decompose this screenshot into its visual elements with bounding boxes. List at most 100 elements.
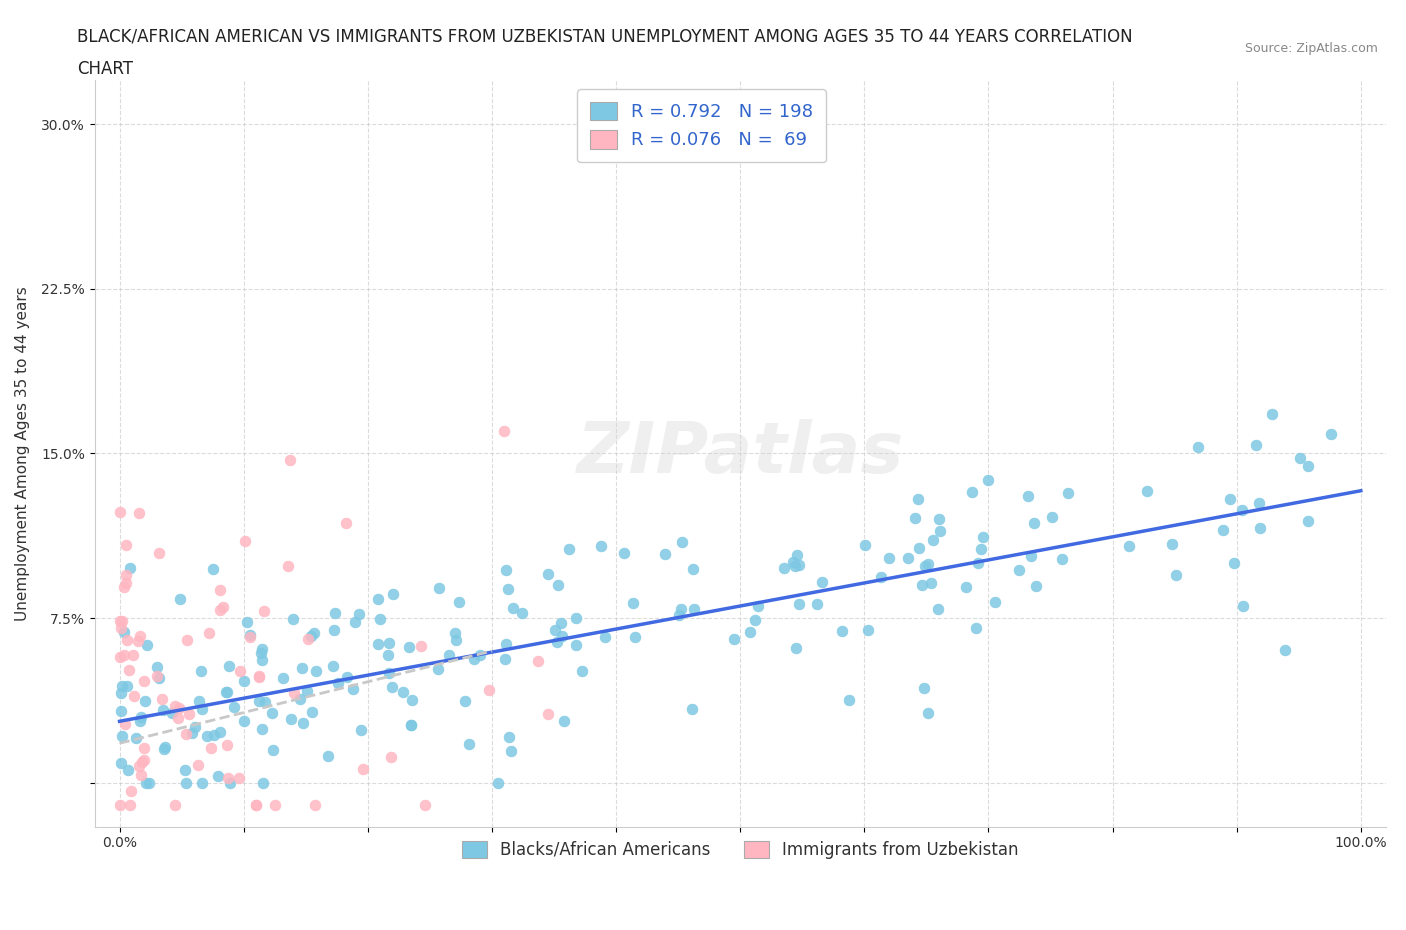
Point	[494, 652, 516, 667]
Point	[128, 506, 150, 521]
Point	[146, 669, 169, 684]
Point	[350, 723, 373, 737]
Point	[108, 505, 131, 520]
Point	[391, 684, 413, 699]
Point	[671, 534, 693, 549]
Point	[624, 629, 647, 644]
Point	[967, 555, 990, 570]
Point	[281, 611, 304, 626]
Point	[297, 684, 319, 698]
Point	[153, 740, 176, 755]
Point	[325, 605, 347, 620]
Point	[263, 797, 285, 812]
Point	[401, 693, 423, 708]
Point	[148, 546, 170, 561]
Point	[247, 669, 270, 684]
Point	[671, 602, 693, 617]
Point	[245, 797, 267, 812]
Point	[112, 647, 135, 662]
Point	[128, 759, 150, 774]
Point	[304, 626, 326, 641]
Y-axis label: Unemployment Among Ages 35 to 44 years: Unemployment Among Ages 35 to 44 years	[15, 286, 30, 621]
Point	[215, 737, 238, 752]
Point	[879, 551, 901, 565]
Legend: Blacks/African Americans, Immigrants from Uzbekistan: Blacks/African Americans, Immigrants fro…	[450, 830, 1031, 870]
Point	[928, 524, 950, 538]
Point	[1187, 439, 1209, 454]
Point	[299, 629, 322, 644]
Point	[806, 596, 828, 611]
Point	[1232, 599, 1254, 614]
Point	[1164, 568, 1187, 583]
Point	[744, 613, 766, 628]
Point	[1219, 492, 1241, 507]
Point	[382, 587, 405, 602]
Point	[174, 776, 197, 790]
Point	[245, 797, 267, 812]
Point	[613, 546, 636, 561]
Point	[191, 701, 214, 716]
Point	[378, 636, 401, 651]
Point	[922, 532, 945, 547]
Point	[323, 623, 346, 638]
Point	[547, 578, 569, 592]
Point	[121, 647, 143, 662]
Point	[897, 550, 920, 565]
Point	[108, 649, 131, 664]
Point	[772, 561, 794, 576]
Point	[853, 538, 876, 552]
Point	[305, 663, 328, 678]
Point	[912, 681, 935, 696]
Point	[136, 637, 159, 652]
Point	[621, 596, 644, 611]
Point	[593, 630, 616, 644]
Point	[277, 559, 299, 574]
Point	[110, 678, 132, 693]
Point	[920, 576, 942, 591]
Point	[187, 694, 209, 709]
Point	[148, 671, 170, 685]
Point	[252, 604, 274, 618]
Point	[131, 755, 153, 770]
Point	[247, 670, 270, 684]
Point	[1057, 485, 1080, 500]
Point	[195, 728, 218, 743]
Point	[198, 625, 221, 640]
Point	[328, 675, 350, 690]
Point	[250, 722, 273, 737]
Point	[838, 693, 860, 708]
Point	[252, 776, 274, 790]
Point	[502, 601, 524, 616]
Point	[413, 797, 436, 812]
Point	[1118, 538, 1140, 553]
Point	[278, 453, 301, 468]
Point	[165, 797, 187, 812]
Point	[262, 743, 284, 758]
Point	[787, 557, 810, 572]
Point	[468, 647, 491, 662]
Point	[262, 705, 284, 720]
Point	[1136, 484, 1159, 498]
Point	[1017, 488, 1039, 503]
Point	[787, 596, 810, 611]
Point	[551, 629, 574, 644]
Point	[211, 599, 233, 614]
Point	[129, 629, 152, 644]
Point	[342, 681, 364, 696]
Point	[782, 554, 804, 569]
Point	[1274, 643, 1296, 658]
Point	[138, 776, 160, 790]
Point	[207, 769, 229, 784]
Point	[117, 679, 139, 694]
Point	[239, 628, 262, 643]
Point	[163, 698, 186, 713]
Point	[232, 714, 254, 729]
Point	[558, 541, 581, 556]
Point	[546, 634, 568, 649]
Point	[368, 612, 391, 627]
Point	[526, 654, 548, 669]
Point	[304, 797, 326, 812]
Point	[367, 591, 389, 606]
Text: BLACK/AFRICAN AMERICAN VS IMMIGRANTS FROM UZBEKISTAN UNEMPLOYMENT AMONG AGES 35 : BLACK/AFRICAN AMERICAN VS IMMIGRANTS FRO…	[77, 28, 1133, 46]
Point	[914, 559, 936, 574]
